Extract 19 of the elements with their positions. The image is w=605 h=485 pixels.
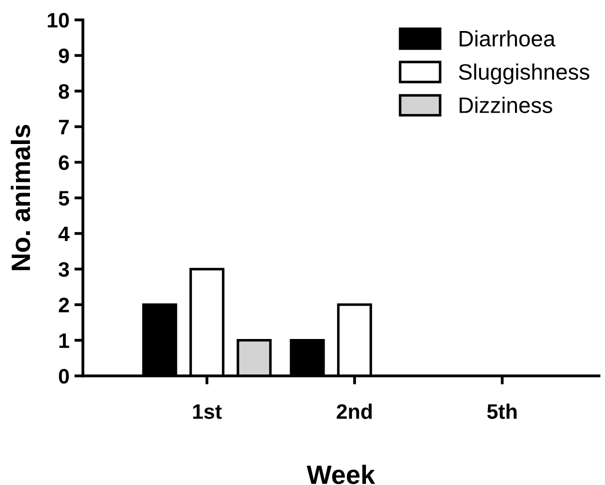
x-tick-label: 5th	[487, 404, 517, 419]
y-tick-label: 2	[58, 298, 69, 312]
legend-label: Diarrhoea	[460, 30, 556, 47]
x-tick-label: 1st	[193, 404, 222, 419]
y-tick-label: 8	[58, 84, 70, 99]
y-tick-label: 5	[58, 191, 70, 206]
y-tick-label: 3	[58, 262, 69, 277]
legend-label: Sluggishness	[458, 64, 590, 84]
legend-label: Dizziness	[460, 96, 552, 114]
y-tick-label: 1	[59, 333, 70, 348]
y-tick-label: 4	[58, 226, 70, 242]
y-tick-label: 10	[48, 12, 69, 28]
y-tick-label: 7	[59, 120, 69, 134]
y-axis-title: No. animals	[10, 124, 30, 270]
y-tick-label: 0	[58, 368, 69, 384]
y-tick-label: 6	[58, 155, 69, 170]
y-tick-label: 9	[58, 48, 69, 64]
x-tick-label: 2nd	[336, 404, 372, 419]
x-axis-title: Week	[306, 464, 376, 484]
